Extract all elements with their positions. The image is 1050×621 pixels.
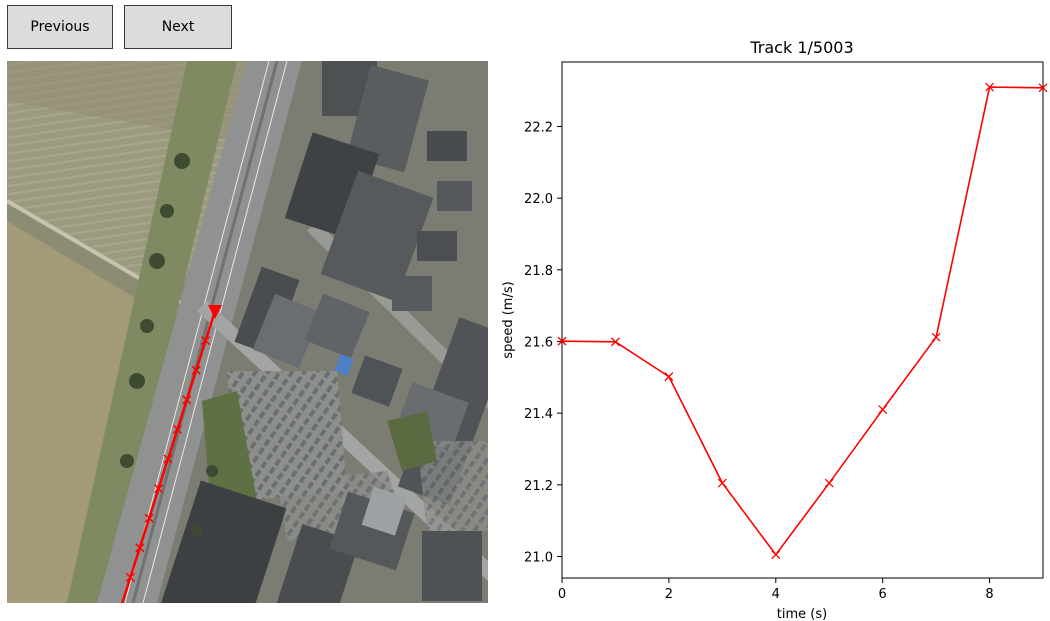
y-tick-label: 21.0 xyxy=(524,551,553,566)
map-imagery xyxy=(7,61,488,608)
y-tick-label: 22.2 xyxy=(524,121,553,136)
x-tick-label: 2 xyxy=(665,587,673,602)
y-tick-label: 21.6 xyxy=(524,336,553,351)
data-point xyxy=(610,337,620,347)
x-tick-label: 8 xyxy=(985,587,993,602)
data-point xyxy=(931,332,941,342)
data-point xyxy=(771,550,781,560)
x-tick-label: 6 xyxy=(879,587,887,602)
data-point xyxy=(824,478,834,488)
track-point xyxy=(182,395,192,405)
x-tick-label: 0 xyxy=(558,587,566,602)
data-point xyxy=(1038,83,1048,93)
speed-line xyxy=(561,86,1044,557)
data-point xyxy=(557,336,567,346)
track-end-marker xyxy=(208,305,222,319)
data-point xyxy=(985,82,995,92)
x-axis: 0 2 4 6 8 xyxy=(558,578,994,602)
data-point xyxy=(878,405,888,415)
track-point xyxy=(201,336,211,346)
x-axis-label: time (s) xyxy=(777,607,827,621)
plot-frame xyxy=(561,61,1044,579)
next-button[interactable]: Next xyxy=(124,5,232,49)
data-point xyxy=(717,478,727,488)
satellite-map xyxy=(7,61,488,608)
y-tick-label: 22.0 xyxy=(524,192,553,207)
track-point xyxy=(172,424,182,434)
y-tick-label: 21.4 xyxy=(524,407,553,422)
previous-button[interactable]: Previous xyxy=(7,5,113,49)
data-point xyxy=(664,372,674,382)
y-axis: 21.0 21.2 21.4 21.6 21.8 22.0 22.2 xyxy=(524,121,562,566)
track-point xyxy=(191,365,201,375)
track-point xyxy=(135,543,145,553)
gps-track xyxy=(119,305,222,608)
track-point xyxy=(163,454,173,464)
speed-series xyxy=(557,82,1048,560)
y-axis-label: speed (m/s) xyxy=(501,281,516,358)
y-tick-label: 21.2 xyxy=(524,479,553,494)
x-tick-label: 4 xyxy=(772,587,780,602)
track-point xyxy=(144,513,154,523)
track-point xyxy=(154,484,164,494)
track-point xyxy=(125,572,135,582)
y-tick-label: 21.8 xyxy=(524,264,553,279)
chart-title: Track 1/5003 xyxy=(749,38,853,57)
